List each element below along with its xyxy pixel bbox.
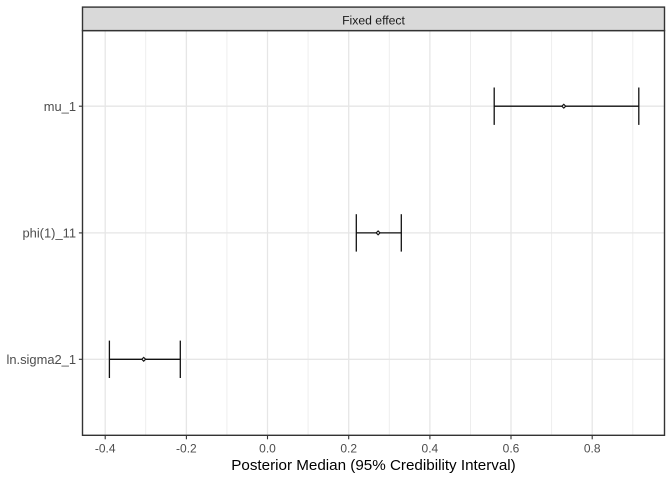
svg-text:0.2: 0.2 bbox=[340, 442, 357, 456]
svg-text:phi(1)_11: phi(1)_11 bbox=[22, 226, 76, 241]
svg-text:-0.4: -0.4 bbox=[95, 442, 116, 456]
svg-text:Posterior Median (95% Credibil: Posterior Median (95% Credibility Interv… bbox=[231, 457, 515, 474]
svg-text:0.0: 0.0 bbox=[259, 442, 276, 456]
svg-text:0.8: 0.8 bbox=[584, 442, 601, 456]
svg-text:Fixed effect: Fixed effect bbox=[342, 14, 405, 28]
svg-text:ln.sigma2_1: ln.sigma2_1 bbox=[6, 352, 76, 367]
svg-text:0.4: 0.4 bbox=[422, 442, 439, 456]
svg-text:-0.2: -0.2 bbox=[176, 442, 197, 456]
svg-text:mu_1: mu_1 bbox=[44, 99, 76, 114]
svg-text:0.6: 0.6 bbox=[503, 442, 520, 456]
